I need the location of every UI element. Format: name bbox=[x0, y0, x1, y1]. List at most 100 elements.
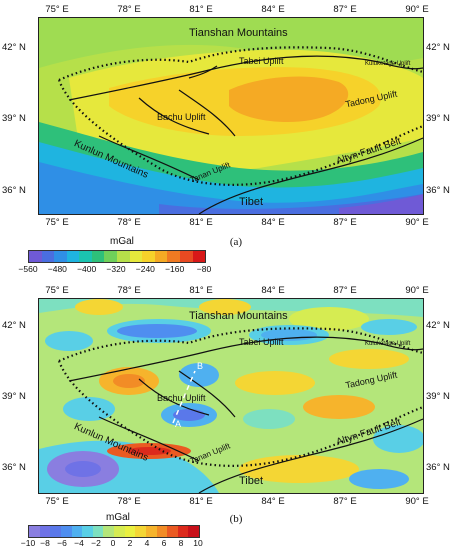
field-high bbox=[235, 371, 315, 395]
colorbar-a-ticks: −560 −480 −400 −320 −240 −160 −80 bbox=[18, 264, 211, 276]
field-low bbox=[373, 425, 423, 453]
colorbar-tick-label: 0 bbox=[110, 538, 116, 548]
lon-tick-bottom: 90° E bbox=[405, 217, 429, 228]
altyn-fault bbox=[198, 418, 423, 493]
colorbar-tick-label: −480 bbox=[47, 264, 67, 274]
map-a-field bbox=[39, 18, 423, 214]
colorbar-tick-label: −400 bbox=[77, 264, 97, 274]
colorbar-tick-label: 10 bbox=[193, 538, 203, 548]
colorbar-swatch bbox=[124, 526, 136, 537]
basin-boundary bbox=[57, 327, 423, 467]
gravity-anomaly-map-a: Tianshan Mountains Tabei Uplift Kuluketa… bbox=[38, 17, 424, 215]
field-high bbox=[329, 349, 409, 369]
fault-line bbox=[188, 65, 218, 79]
lon-tick-bottom: 75° E bbox=[45, 217, 69, 228]
lat-tick-left: 39° N bbox=[2, 391, 26, 402]
lon-tick-bottom: 84° E bbox=[261, 217, 285, 228]
colorbar-swatch bbox=[129, 251, 143, 262]
colorbar-tick-label: −8 bbox=[40, 538, 50, 548]
label-point-b: B bbox=[197, 361, 204, 371]
colorbar-swatch bbox=[104, 251, 118, 262]
fault-line bbox=[178, 89, 236, 137]
profile-line-ab bbox=[172, 370, 196, 424]
lon-tick-bottom: 90° E bbox=[405, 496, 429, 507]
lat-tick-right: 36° N bbox=[426, 462, 450, 473]
lat-tick-right: 42° N bbox=[426, 320, 450, 331]
fault-line bbox=[138, 97, 210, 135]
colorbar-swatch bbox=[167, 251, 180, 262]
label-point-a: A bbox=[175, 419, 182, 429]
label-tianshan: Tianshan Mountains bbox=[189, 310, 288, 322]
lon-tick-top: 81° E bbox=[189, 4, 213, 15]
colorbar-a bbox=[28, 250, 206, 263]
colorbar-tick-label: −2 bbox=[91, 538, 101, 548]
lon-tick-top: 84° E bbox=[261, 4, 285, 15]
lon-tick-bottom: 81° E bbox=[189, 217, 213, 228]
colorbar-swatch bbox=[92, 526, 104, 537]
field-low bbox=[243, 409, 295, 429]
colorbar-tick-label: −160 bbox=[165, 264, 185, 274]
lon-tick-bottom: 81° E bbox=[189, 496, 213, 507]
field-anomaly bbox=[75, 299, 123, 315]
fault-line bbox=[138, 378, 210, 416]
lat-tick-left: 36° N bbox=[2, 462, 26, 473]
colorbar-swatch bbox=[142, 251, 155, 262]
colorbar-a-title: mGal bbox=[110, 236, 134, 247]
colorbar-tick-label: 2 bbox=[127, 538, 133, 548]
colorbar-tick-label: 8 bbox=[178, 538, 184, 548]
colorbar-tick-label: −6 bbox=[57, 538, 67, 548]
colorbar-tick-label: −80 bbox=[196, 264, 212, 274]
field-orange-core bbox=[229, 76, 349, 123]
lon-tick-bottom: 87° E bbox=[333, 217, 357, 228]
fault-line bbox=[68, 336, 423, 382]
colorbar-b bbox=[28, 525, 200, 538]
colorbar-swatch bbox=[135, 526, 146, 537]
fault-line bbox=[68, 55, 423, 101]
colorbar-swatch bbox=[79, 251, 92, 262]
colorbar-tick-label: −4 bbox=[74, 538, 84, 548]
lon-tick-top: 87° E bbox=[333, 4, 357, 15]
caption-b: (b) bbox=[229, 513, 243, 525]
colorbar-tick-label: −560 bbox=[18, 264, 38, 274]
lat-tick-left: 42° N bbox=[2, 320, 26, 331]
lon-tick-bottom: 87° E bbox=[333, 496, 357, 507]
field-low bbox=[117, 324, 197, 338]
colorbar-tick-label: 4 bbox=[144, 538, 150, 548]
lon-tick-top: 81° E bbox=[189, 285, 213, 296]
field-south-min bbox=[65, 461, 101, 477]
field-high bbox=[303, 395, 375, 419]
lat-tick-right: 42° N bbox=[426, 42, 450, 53]
field-low bbox=[179, 363, 219, 387]
fault-line bbox=[178, 370, 236, 418]
colorbar-swatch bbox=[156, 526, 168, 537]
label-tabei: Tabei Uplift bbox=[239, 337, 284, 347]
lon-tick-top: 90° E bbox=[405, 4, 429, 15]
field-south-min bbox=[339, 194, 423, 214]
label-tianshan: Tianshan Mountains bbox=[189, 27, 288, 39]
colorbar-swatch bbox=[117, 251, 130, 262]
colorbar-swatch bbox=[29, 526, 40, 537]
lat-tick-left: 36° N bbox=[2, 185, 26, 196]
lon-tick-top: 84° E bbox=[261, 285, 285, 296]
gravity-anomaly-map-b: Tianshan Mountains Tabei Uplift Kuluketa… bbox=[38, 298, 424, 494]
colorbar-swatch bbox=[177, 526, 189, 537]
colorbar-swatch bbox=[154, 251, 168, 262]
colorbar-swatch bbox=[39, 526, 51, 537]
colorbar-b-title: mGal bbox=[106, 512, 130, 523]
lon-tick-bottom: 84° E bbox=[261, 496, 285, 507]
lon-tick-bottom: 78° E bbox=[117, 496, 141, 507]
field-low bbox=[361, 319, 417, 335]
colorbar-tick-label: −240 bbox=[135, 264, 155, 274]
colorbar-swatch bbox=[192, 251, 206, 262]
lat-tick-right: 39° N bbox=[426, 113, 450, 124]
lon-tick-top: 90° E bbox=[405, 285, 429, 296]
field-low bbox=[45, 331, 93, 351]
colorbar-swatch bbox=[41, 251, 55, 262]
fault-line bbox=[98, 135, 200, 181]
field-south-low bbox=[349, 469, 409, 489]
colorbar-swatch bbox=[54, 251, 67, 262]
field-low bbox=[261, 329, 317, 341]
lat-tick-right: 36° N bbox=[426, 185, 450, 196]
colorbar-swatch bbox=[145, 526, 157, 537]
label-kuluketage: Kuluketage Uplift bbox=[365, 61, 411, 67]
